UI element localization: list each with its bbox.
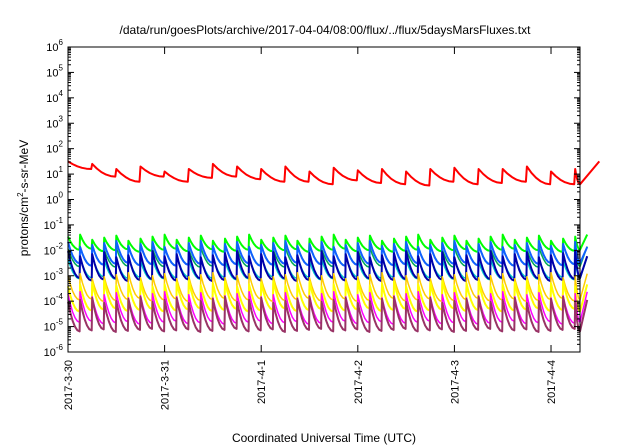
x-axis-label: Coordinated Universal Time (UTC) bbox=[232, 431, 416, 445]
y-tick-label: 104 bbox=[46, 89, 63, 105]
y-axis-label-prefix: protons/cm bbox=[17, 197, 31, 256]
y-tick-base: 10 bbox=[46, 118, 58, 130]
y-tick-exponent: 6 bbox=[59, 38, 64, 47]
y-tick-exponent: -1 bbox=[56, 216, 64, 225]
y-tick-base: 10 bbox=[44, 245, 56, 257]
y-tick-label: 10-4 bbox=[44, 292, 64, 308]
y-tick-exponent: 5 bbox=[59, 63, 64, 72]
y-tick-label: 10-2 bbox=[44, 241, 64, 257]
y-tick-base: 10 bbox=[44, 271, 56, 283]
y-axis: 10-610-510-410-310-210-11001011021031041… bbox=[44, 38, 580, 359]
y-tick-base: 10 bbox=[46, 144, 58, 156]
chart-title: /data/run/goesPlots/archive/2017-04-04/0… bbox=[120, 23, 532, 37]
y-tick-label: 10-3 bbox=[44, 267, 64, 283]
series-line bbox=[67, 295, 589, 333]
y-tick-base: 10 bbox=[46, 42, 58, 54]
y-tick-label: 101 bbox=[46, 165, 63, 181]
y-tick-exponent: -3 bbox=[56, 267, 64, 276]
x-tick-label: 2017-3-30 bbox=[63, 360, 75, 410]
y-tick-label: 100 bbox=[46, 191, 63, 207]
y-tick-base: 10 bbox=[46, 67, 58, 79]
y-tick-label: 10-1 bbox=[44, 216, 64, 232]
y-tick-base: 10 bbox=[44, 220, 56, 232]
y-tick-exponent: 1 bbox=[59, 165, 64, 174]
y-tick-label: 103 bbox=[46, 114, 63, 130]
y-tick-base: 10 bbox=[46, 93, 58, 105]
y-tick-label: 106 bbox=[46, 38, 63, 54]
y-tick-base: 10 bbox=[46, 169, 58, 181]
y-tick-exponent: 0 bbox=[59, 191, 64, 200]
y-axis-label-superscript: 2 bbox=[16, 192, 25, 197]
y-tick-base: 10 bbox=[44, 347, 56, 359]
x-tick-label: 2017-3-31 bbox=[160, 360, 172, 410]
y-tick-label: 105 bbox=[46, 63, 63, 79]
y-tick-exponent: 3 bbox=[59, 114, 64, 123]
y-tick-base: 10 bbox=[46, 195, 58, 207]
x-tick-label: 2017-4-4 bbox=[546, 360, 558, 404]
x-axis: 2017-3-30 2017-3-31 2017-4-1 2017-4-2 2017-4… bbox=[63, 47, 558, 410]
series-line bbox=[67, 160, 601, 187]
y-tick-exponent: 4 bbox=[59, 89, 64, 98]
y-tick-exponent: -2 bbox=[56, 241, 64, 250]
y-tick-label: 10-6 bbox=[44, 343, 64, 359]
y-axis-label-suffix: -s-sr-MeV bbox=[17, 140, 31, 193]
y-tick-label: 102 bbox=[46, 140, 63, 156]
series-line bbox=[67, 250, 589, 283]
series-layer bbox=[67, 160, 601, 333]
x-tick-label: 2017-4-1 bbox=[256, 360, 268, 404]
series-line bbox=[67, 279, 589, 313]
x-tick-label: 2017-4-2 bbox=[353, 360, 365, 404]
series-line bbox=[67, 233, 589, 253]
y-axis-label: protons/cm2-s-sr-MeV bbox=[16, 140, 31, 256]
y-tick-exponent: 2 bbox=[59, 140, 64, 149]
y-tick-exponent: -5 bbox=[56, 318, 64, 327]
x-tick-label: 2017-4-3 bbox=[449, 360, 461, 404]
y-tick-base: 10 bbox=[44, 322, 56, 334]
y-tick-base: 10 bbox=[44, 296, 56, 308]
y-tick-exponent: -6 bbox=[56, 343, 64, 352]
y-tick-exponent: -4 bbox=[56, 292, 64, 301]
y-tick-label: 10-5 bbox=[44, 318, 64, 334]
